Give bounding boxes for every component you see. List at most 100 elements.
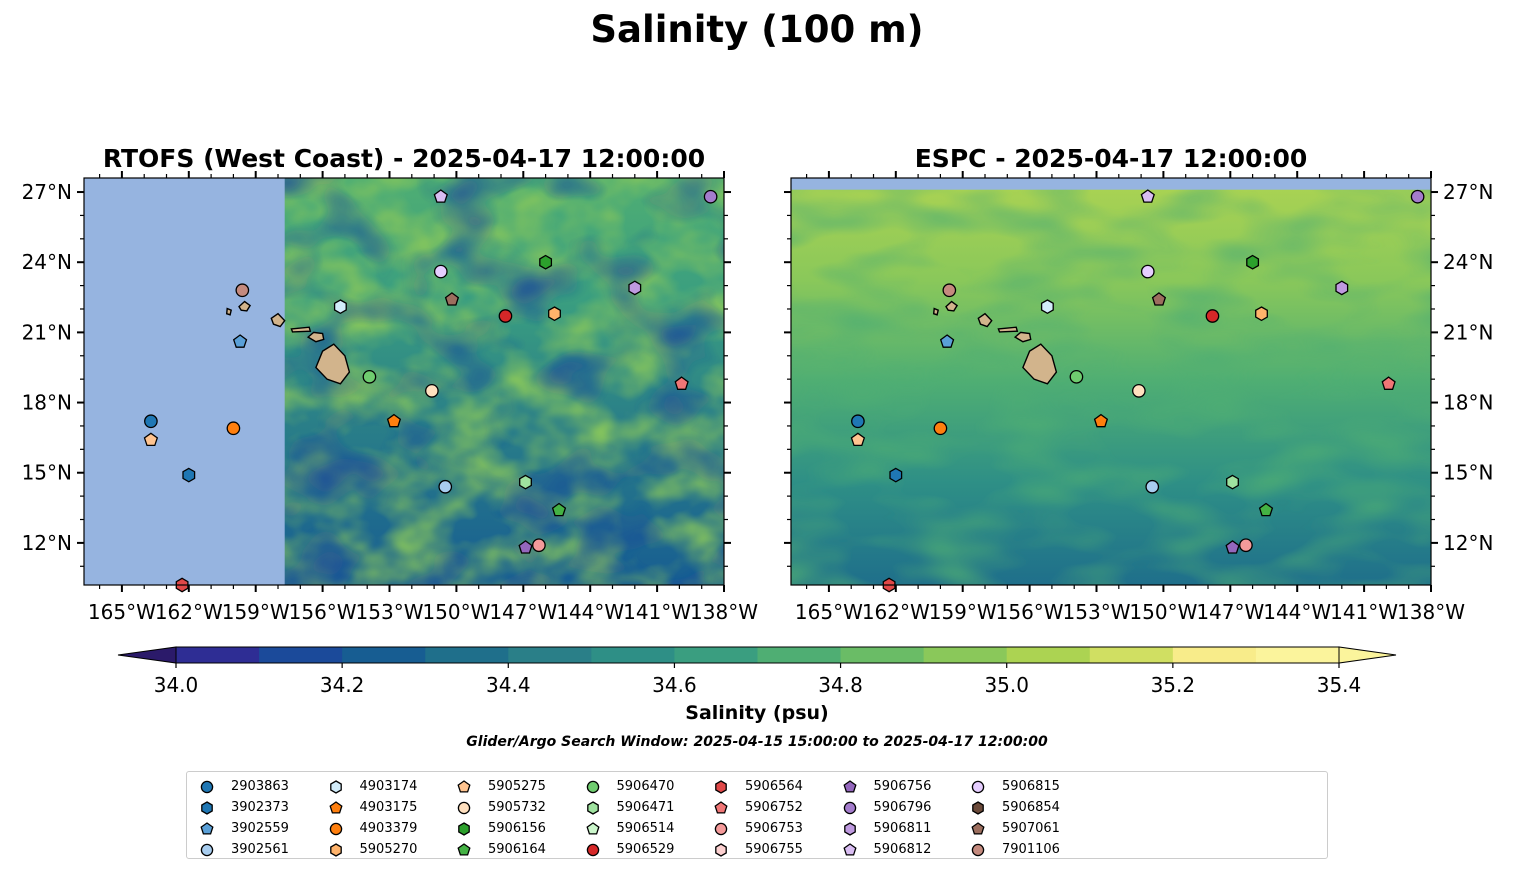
float-marker-5906756 (1225, 540, 1240, 554)
colorbar-bin (840, 647, 925, 663)
legend-item: 5906564 (709, 776, 838, 797)
legend-item: 5907061 (966, 818, 1095, 839)
colorbar-extend-low (117, 646, 177, 664)
no-data-mask (84, 178, 285, 585)
legend-item: 5906755 (709, 839, 838, 860)
y-tick-label: 21°N (1443, 320, 1493, 344)
float-marker-4903174 (333, 299, 347, 315)
legend-label: 5905275 (488, 779, 546, 794)
island-oahu (270, 312, 286, 328)
float-marker-4903174 (1040, 299, 1054, 315)
legend-label: 7901106 (1002, 842, 1060, 857)
legend-marker-5906164 (457, 842, 471, 856)
colorbar-tick-label: 34.6 (652, 673, 697, 697)
legend-label: 5906529 (616, 842, 675, 857)
legend-label: 5906156 (488, 821, 546, 836)
legend-label: 5905270 (359, 842, 418, 857)
legend-label: 2903863 (231, 779, 289, 794)
float-marker-4903175 (1093, 413, 1109, 428)
float-marker-4903175 (386, 413, 402, 428)
legend-item: 2903863 (195, 776, 324, 797)
colorbar-extend-high (1338, 646, 1397, 664)
hexagon-marker-icon (458, 821, 470, 836)
legend-marker-5905275 (457, 779, 471, 793)
legend-label: 4903175 (359, 800, 418, 815)
legend-item: 4903175 (324, 797, 453, 818)
float-marker-5906812 (1140, 189, 1155, 203)
y-tick-label: 12°N (22, 531, 72, 555)
float-marker-3902373 (889, 467, 903, 483)
colorbar: 34.0 34.2 34.4 34.6 34.8 35.0 35.2 35.4 (117, 646, 1397, 697)
circle-marker-icon (200, 843, 214, 856)
x-tick-label: 159°W (222, 600, 290, 624)
float-marker-5906164 (1258, 502, 1274, 517)
circle-marker-icon (586, 843, 599, 856)
map-frame (790, 177, 1432, 586)
float-markers (850, 189, 1425, 593)
float-marker-7901106 (942, 283, 957, 298)
legend-item: 5905732 (452, 797, 581, 818)
legend-item: 5906156 (452, 818, 581, 839)
legend-label: 5906796 (873, 800, 932, 815)
island-molokai (997, 326, 1019, 333)
y-tick-label: 21°N (22, 320, 72, 344)
x-tick-label: 141°W (623, 600, 691, 624)
float-marker-2903863 (851, 414, 865, 429)
legend-marker-2903863 (200, 780, 214, 793)
legend-marker-5906812 (842, 842, 857, 856)
panel-title: ESPC - 2025-04-17 12:00:00 (915, 144, 1308, 173)
float-marker-5905732 (425, 384, 439, 398)
x-tick-label: 153°W (1063, 600, 1131, 624)
legend-label: 5906854 (1002, 800, 1060, 815)
legend-item: 5906815 (966, 776, 1095, 797)
legend-marker-5906854 (972, 800, 984, 815)
float-marker-5906529 (1205, 309, 1220, 323)
circle-marker-icon (200, 780, 214, 793)
float-marker-3902373 (182, 467, 196, 483)
colorbar-bin (176, 647, 260, 663)
float-marker-5906470 (362, 369, 377, 384)
legend-item: 5906752 (709, 797, 838, 818)
pentagon-marker-icon (842, 842, 857, 856)
legend-marker-5906815 (971, 780, 985, 793)
y-tick-label: 15°N (22, 461, 72, 485)
island-hawaii (1022, 343, 1058, 385)
hexagon-marker-icon (715, 779, 727, 794)
legend-item: 3902559 (195, 818, 324, 839)
float-marker-5906752 (1381, 376, 1396, 390)
x-tick-label: 141°W (1330, 600, 1398, 624)
pentagon-marker-icon (328, 800, 343, 814)
float-marker-7901106 (235, 283, 250, 298)
legend-marker-5906529 (586, 843, 599, 856)
float-marker-5907061 (1151, 292, 1167, 306)
salinity-field (84, 178, 724, 585)
float-marker-5906815 (433, 264, 448, 279)
x-tick-label: 147°W (489, 600, 557, 624)
y-tick-label: 15°N (1443, 461, 1493, 485)
legend-label: 5906752 (745, 800, 803, 815)
circle-marker-icon (586, 780, 599, 793)
pentagon-marker-icon (457, 842, 471, 856)
float-marker-2903863 (144, 414, 158, 429)
circle-marker-icon (714, 822, 728, 835)
island-oahu (977, 312, 993, 328)
legend-grid: 2903863 3902373 3902559 3902561 4903174 49031… (195, 776, 1095, 860)
rtofs-panel: 165°W162°W159°W156°W153°W150°W147°W144°W… (22, 144, 759, 624)
circle-marker-icon (457, 801, 471, 814)
float-marker-5905275 (143, 432, 159, 447)
x-tick-label: 159°W (929, 600, 997, 624)
float-marker-5905270 (548, 306, 561, 322)
colorbar-tick-label: 34.8 (818, 673, 863, 697)
float-marker-5906753 (1239, 538, 1253, 553)
legend-item: 5906471 (581, 797, 710, 818)
y-tick-label: 27°N (1443, 180, 1493, 204)
y-tick-label: 12°N (1443, 531, 1493, 555)
x-tick-label: 150°W (1129, 600, 1197, 624)
x-tick-label: 147°W (1196, 600, 1264, 624)
float-marker-5905732 (1132, 384, 1146, 398)
legend-marker-5906156 (458, 821, 470, 836)
search-window-text: Glider/Argo Search Window: 2025-04-15 15… (466, 734, 1048, 750)
legend-marker-5905732 (457, 801, 471, 814)
float-marker-5906471 (1226, 474, 1239, 490)
hexagon-marker-icon (586, 800, 599, 815)
